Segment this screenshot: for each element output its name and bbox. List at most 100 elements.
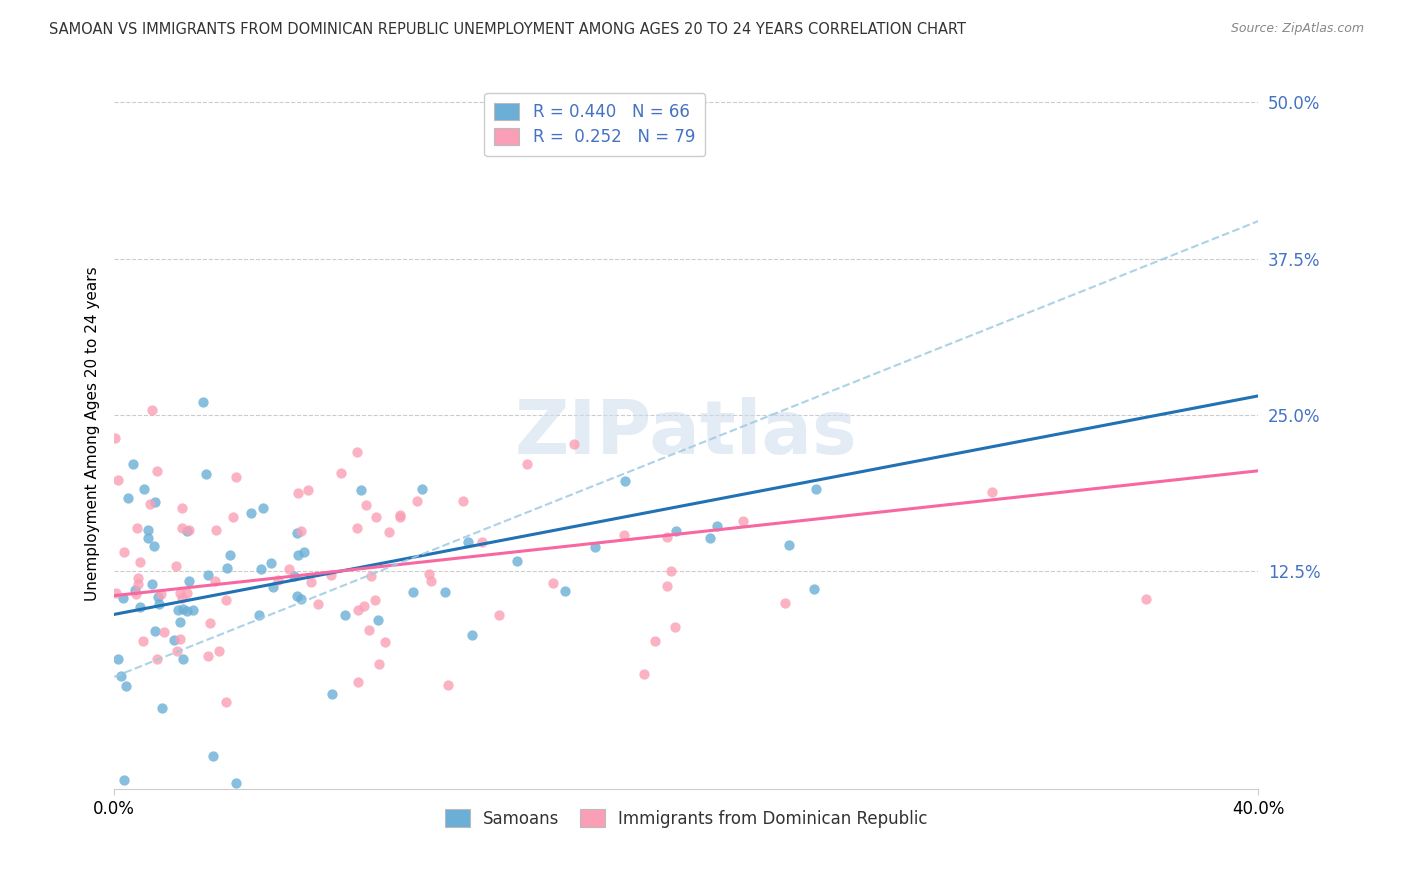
Point — [247, 607, 270, 622]
Point — [290, 592, 312, 607]
Point — [321, 687, 343, 701]
Point — [149, 587, 172, 601]
Point — [419, 574, 441, 588]
Point — [127, 576, 149, 591]
Point — [146, 464, 169, 478]
Point — [655, 578, 678, 592]
Point — [176, 524, 198, 538]
Point — [699, 531, 721, 545]
Point — [222, 510, 245, 524]
Point — [204, 574, 226, 588]
Point — [516, 457, 538, 471]
Point — [297, 483, 319, 497]
Point — [172, 651, 194, 665]
Point — [329, 466, 352, 480]
Point — [112, 591, 135, 605]
Point — [321, 567, 343, 582]
Point — [287, 486, 309, 500]
Point — [292, 544, 315, 558]
Point — [136, 531, 159, 545]
Point — [360, 569, 382, 583]
Point — [176, 604, 198, 618]
Point — [250, 561, 273, 575]
Point — [368, 657, 391, 671]
Point — [346, 445, 368, 459]
Point — [110, 669, 132, 683]
Point — [346, 521, 368, 535]
Point — [170, 520, 193, 534]
Point — [364, 592, 387, 607]
Point — [1135, 592, 1157, 607]
Point — [471, 535, 494, 549]
Point — [402, 585, 425, 599]
Point — [181, 603, 204, 617]
Point — [169, 632, 191, 646]
Point — [461, 628, 484, 642]
Point — [150, 700, 173, 714]
Text: ZIPatlas: ZIPatlas — [515, 397, 858, 470]
Point — [207, 643, 229, 657]
Point — [406, 493, 429, 508]
Point — [299, 575, 322, 590]
Point — [204, 523, 226, 537]
Point — [194, 467, 217, 482]
Point — [179, 523, 201, 537]
Point — [139, 497, 162, 511]
Point — [633, 666, 655, 681]
Point — [260, 557, 283, 571]
Point — [277, 562, 299, 576]
Point — [165, 558, 187, 573]
Point — [434, 585, 457, 599]
Point — [285, 525, 308, 540]
Point — [353, 599, 375, 614]
Point — [775, 596, 797, 610]
Point — [129, 600, 152, 615]
Point — [141, 403, 163, 417]
Point — [366, 509, 388, 524]
Point — [333, 608, 356, 623]
Point — [112, 772, 135, 787]
Point — [657, 530, 679, 544]
Point — [107, 651, 129, 665]
Point — [217, 560, 239, 574]
Point — [644, 634, 666, 648]
Point — [290, 524, 312, 538]
Point — [134, 483, 156, 497]
Point — [350, 483, 373, 497]
Point — [562, 436, 585, 450]
Point — [166, 602, 188, 616]
Point — [215, 592, 238, 607]
Point — [613, 474, 636, 488]
Point — [197, 567, 219, 582]
Point — [583, 540, 606, 554]
Point — [225, 776, 247, 790]
Point — [105, 586, 128, 600]
Point — [214, 695, 236, 709]
Point — [153, 625, 176, 640]
Point — [169, 615, 191, 630]
Point — [665, 524, 688, 538]
Point — [613, 528, 636, 542]
Point — [804, 482, 827, 496]
Point — [307, 597, 329, 611]
Point — [143, 495, 166, 509]
Point — [129, 555, 152, 569]
Point — [163, 632, 186, 647]
Point — [374, 635, 396, 649]
Point — [731, 514, 754, 528]
Point — [389, 510, 412, 524]
Point — [367, 613, 389, 627]
Point — [418, 567, 440, 582]
Point — [437, 677, 460, 691]
Point — [266, 573, 288, 587]
Point — [388, 508, 411, 522]
Point — [778, 538, 800, 552]
Point — [146, 591, 169, 605]
Legend: Samoans, Immigrants from Dominican Republic: Samoans, Immigrants from Dominican Repub… — [439, 803, 934, 834]
Point — [457, 534, 479, 549]
Point — [172, 602, 194, 616]
Point — [136, 523, 159, 537]
Point — [132, 633, 155, 648]
Point — [124, 582, 146, 597]
Point — [197, 649, 219, 664]
